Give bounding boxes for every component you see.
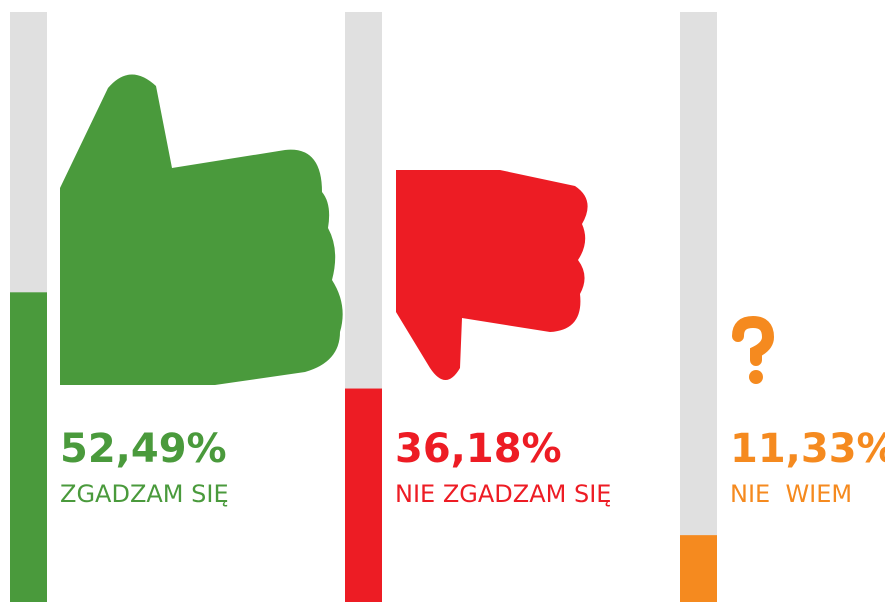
- value-label: 36,18%: [395, 426, 562, 472]
- category-label: NIE ZGADZAM SIĘ: [395, 480, 611, 508]
- value-label: 11,33%: [730, 426, 885, 472]
- category-label: ZGADZAM SIĘ: [60, 480, 229, 508]
- value-label: 52,49%: [60, 426, 227, 472]
- question-icon-dot: [749, 370, 763, 384]
- bar: [10, 292, 47, 602]
- category-label: NIE WIEM: [730, 480, 852, 508]
- bar-track: [680, 12, 717, 602]
- thumbs-up-icon: [60, 74, 343, 385]
- bar: [345, 388, 382, 602]
- question-icon: [732, 315, 775, 366]
- bar: [680, 535, 717, 602]
- thumbs-down-icon: [396, 170, 588, 380]
